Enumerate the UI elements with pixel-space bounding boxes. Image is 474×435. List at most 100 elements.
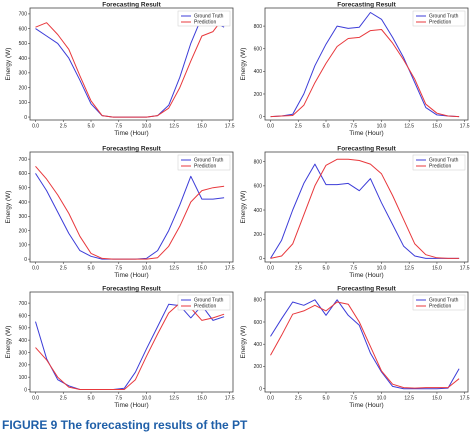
plot-frame (29, 7, 234, 121)
y-tick-label: 200 (254, 92, 263, 98)
chart-panel-2: Forecasting Result 0.0 2.5 5.0 7.5 10.0 12.5 15… (240, 2, 470, 138)
x-tick-label: 5.0 (323, 266, 330, 272)
y-tick-label: 200 (19, 363, 28, 369)
y-tick-label: 600 (254, 320, 263, 326)
x-tick-label: 0.0 (267, 124, 274, 130)
x-tick-label: 7.5 (115, 124, 122, 130)
legend-label-prediction: Prediction (194, 164, 216, 170)
x-tick-label: 12.5 (404, 266, 414, 272)
x-tick-label: 15.0 (432, 266, 442, 272)
x-tick-label: 2.5 (295, 396, 302, 402)
x-tick-label: 7.5 (350, 396, 357, 402)
x-tick-label: 0.0 (267, 266, 274, 272)
legend-label-ground-truth: Ground Truth (194, 158, 224, 164)
chart-panel-5: Forecasting Result 0.0 2.5 5.0 7.5 10.0 12.5 15… (5, 286, 235, 410)
y-tick-label: 800 (254, 159, 263, 165)
y-axis-label: Energy (W) (240, 191, 247, 224)
series-line-ground-truth (35, 16, 225, 118)
x-tick-label: 0.0 (267, 396, 274, 402)
y-tick-label: 600 (19, 313, 28, 319)
y-tick-label: 100 (19, 100, 28, 106)
x-axis-label: Time (Hour) (349, 402, 383, 409)
x-tick-label: 17.5 (460, 266, 470, 272)
x-axis-label: Time (Hour) (114, 130, 148, 137)
legend-label-prediction: Prediction (429, 164, 451, 170)
y-tick-label: 800 (254, 298, 263, 304)
y-axis-label: Energy (W) (240, 48, 247, 81)
x-tick-label: 10.0 (142, 396, 152, 402)
x-tick-label: 10.0 (377, 396, 387, 402)
chart-title: Forecasting Result (337, 146, 396, 153)
series-line-ground-truth (270, 12, 460, 118)
x-tick-label: 2.5 (295, 124, 302, 130)
legend-label-ground-truth: Ground Truth (429, 158, 459, 164)
chart-title: Forecasting Result (102, 286, 161, 293)
y-tick-label: 700 (19, 12, 28, 18)
y-tick-label: 600 (254, 47, 263, 53)
y-tick-label: 600 (254, 184, 263, 190)
legend-label-prediction: Prediction (194, 20, 216, 26)
y-tick-label: 200 (254, 232, 263, 238)
y-tick-label: 700 (19, 301, 28, 307)
x-axis-label: Time (Hour) (114, 272, 148, 279)
y-tick-label: 0 (259, 114, 262, 120)
x-tick-label: 0.0 (32, 124, 39, 130)
chart-panel-6: Forecasting Result 0.0 2.5 5.0 7.5 10.0 12.5 15… (240, 286, 470, 410)
y-tick-label: 200 (19, 85, 28, 91)
x-tick-label: 5.0 (88, 266, 95, 272)
series-line-ground-truth (270, 163, 460, 259)
legend-label-ground-truth: Ground Truth (429, 14, 459, 20)
chart-panel-3: Forecasting Result 0.0 2.5 5.0 7.5 10.0 12.5 15… (5, 146, 235, 280)
series-line-prediction (35, 302, 225, 390)
plot-frame (264, 151, 469, 263)
x-tick-label: 15.0 (432, 124, 442, 130)
x-tick-label: 12.5 (169, 124, 179, 130)
x-tick-label: 12.5 (169, 396, 179, 402)
y-tick-label: 400 (254, 69, 263, 75)
x-tick-label: 7.5 (115, 266, 122, 272)
chart-title: Forecasting Result (102, 146, 161, 153)
x-tick-label: 12.5 (404, 396, 414, 402)
x-tick-label: 12.5 (169, 266, 179, 272)
x-tick-label: 5.0 (323, 124, 330, 130)
y-axis-label: Energy (W) (5, 191, 12, 224)
chart-title: Forecasting Result (102, 2, 161, 9)
series-line-ground-truth (270, 299, 460, 390)
y-tick-label: 0 (24, 387, 27, 393)
x-tick-label: 10.0 (377, 124, 387, 130)
x-tick-label: 5.0 (88, 124, 95, 130)
y-tick-label: 200 (254, 364, 263, 370)
x-tick-label: 15.0 (197, 124, 207, 130)
y-axis-label: Energy (W) (240, 326, 247, 359)
series-line-prediction (270, 29, 460, 118)
x-tick-label: 7.5 (115, 396, 122, 402)
y-tick-label: 500 (19, 41, 28, 47)
y-axis-label: Energy (W) (5, 48, 12, 81)
x-tick-label: 17.5 (460, 396, 470, 402)
series-line-prediction (270, 301, 460, 389)
x-tick-label: 17.5 (225, 396, 235, 402)
plot-frame (264, 291, 469, 393)
x-tick-label: 17.5 (460, 124, 470, 130)
series-line-ground-truth (35, 303, 225, 390)
y-tick-label: 400 (254, 208, 263, 214)
x-tick-label: 7.5 (350, 266, 357, 272)
chart-panel-4: Forecasting Result 0.0 2.5 5.0 7.5 10.0 12.5 15… (240, 146, 470, 280)
x-tick-label: 5.0 (88, 396, 95, 402)
y-tick-label: 500 (19, 186, 28, 192)
y-tick-label: 0 (24, 115, 27, 121)
series-line-prediction (35, 16, 225, 118)
chart-title: Forecasting Result (337, 2, 396, 9)
x-tick-label: 0.0 (32, 266, 39, 272)
series-line-prediction (35, 165, 225, 260)
y-axis-label: Energy (W) (5, 326, 12, 359)
x-tick-label: 17.5 (225, 124, 235, 130)
x-tick-label: 2.5 (60, 124, 67, 130)
x-axis-label: Time (Hour) (349, 272, 383, 279)
